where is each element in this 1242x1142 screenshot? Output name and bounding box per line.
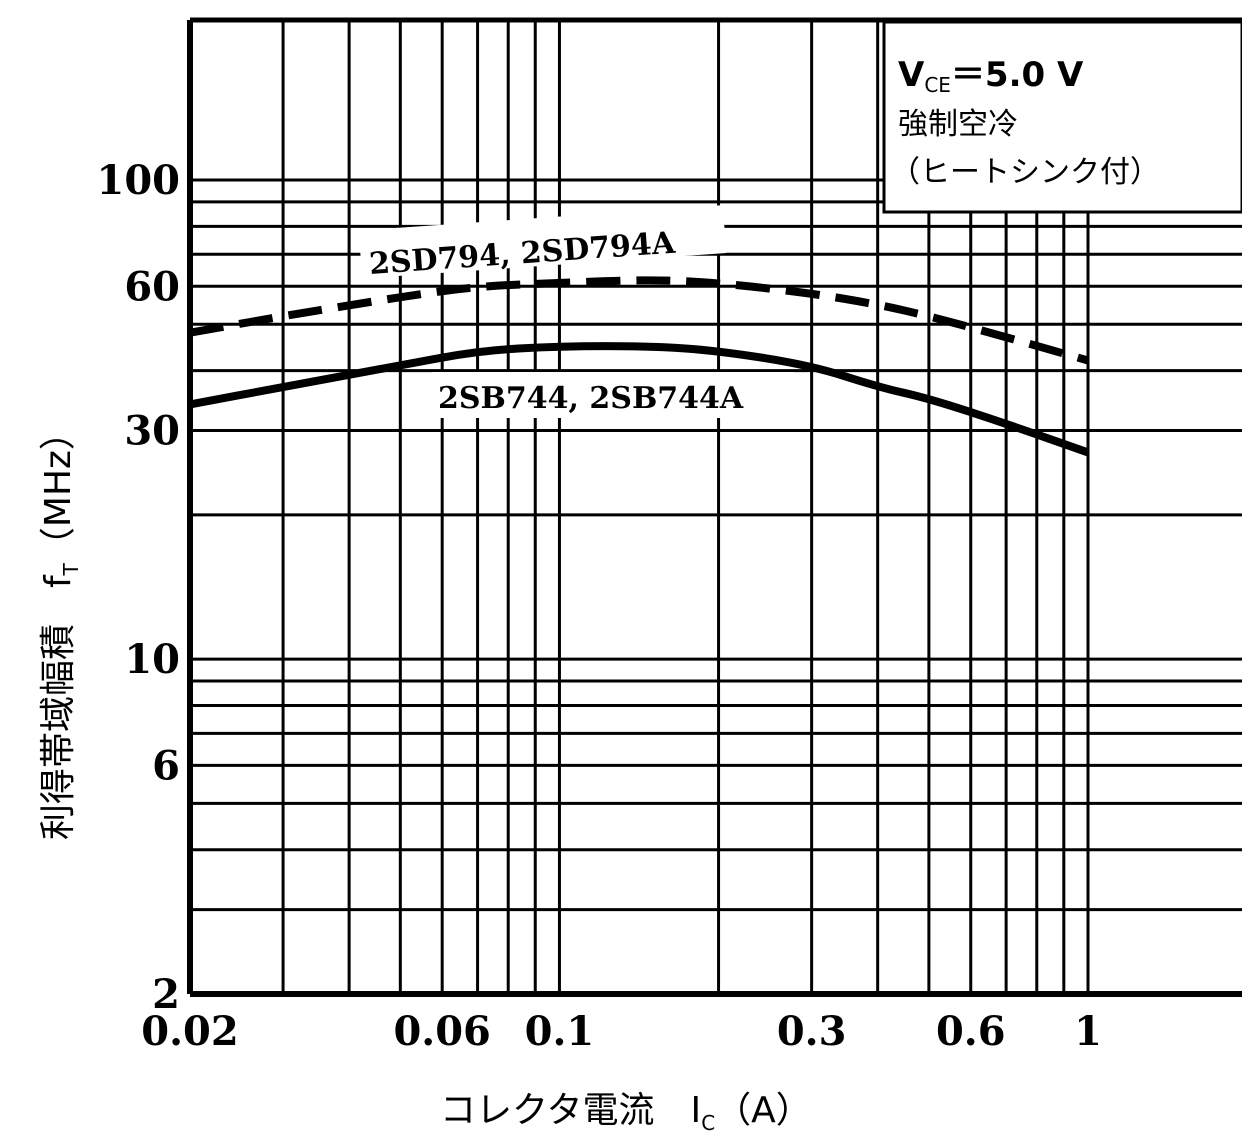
y-tick-label: 2 — [152, 971, 180, 1018]
series-label-solid: 2SB744, 2SB744A — [438, 381, 744, 416]
conditions-line2: 強制空冷 — [898, 107, 1018, 142]
conditions-box: VCE＝5.0 V 強制空冷 （ヒートシンク付） — [882, 20, 1242, 214]
conditions-line3: （ヒートシンク付） — [890, 155, 1160, 190]
x-tick-label: 0.06 — [393, 1008, 490, 1055]
x-tick-label: 1 — [1074, 1008, 1102, 1055]
x-tick-label: 0.02 — [141, 1008, 238, 1055]
conditions-line1: VCE＝5.0 V — [898, 55, 1084, 97]
y-tick-label: 100 — [97, 157, 181, 204]
x-tick-label: 0.1 — [525, 1008, 595, 1055]
x-tick-label: 0.6 — [936, 1008, 1006, 1055]
series-line-2SD794 — [189, 276, 1090, 365]
x-tick-label: 0.3 — [777, 1008, 847, 1055]
series-lines — [189, 276, 1090, 457]
series-line-2SB744 — [189, 342, 1090, 457]
y-axis-title: 利得帯域幅積 fT（MHz） — [38, 414, 83, 840]
x-axis-title: コレクタ電流 IC（A） — [440, 1090, 812, 1135]
y-tick-label: 10 — [124, 636, 180, 683]
y-tick-label: 60 — [124, 263, 180, 310]
series-label-solid-group: 2SB744, 2SB744A — [432, 372, 794, 418]
tick-labels: 0.02 0.06 0.1 0.3 0.6 1 100 60 30 10 6 2 — [97, 157, 1102, 1055]
series-label-dashed-group: 2SD794, 2SD794A — [358, 205, 727, 282]
grid-lines — [188, 20, 1242, 996]
plot-frame — [187, 17, 1242, 997]
y-tick-label: 30 — [124, 408, 180, 455]
y-tick-label: 6 — [152, 742, 180, 789]
